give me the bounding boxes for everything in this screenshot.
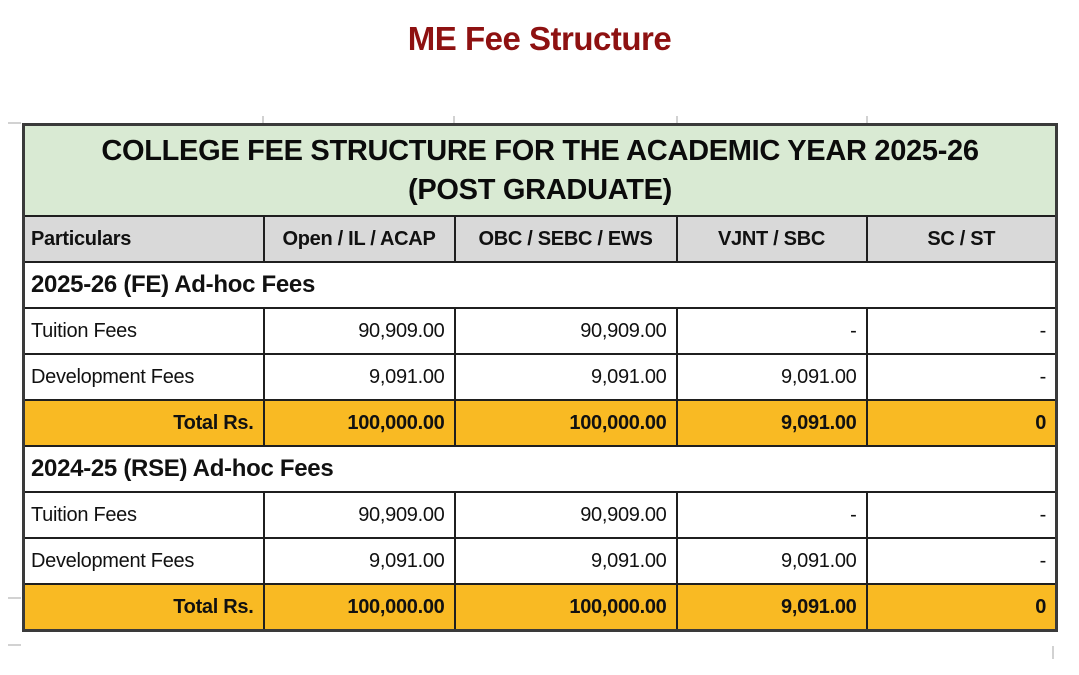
gridline-stub xyxy=(8,122,21,124)
gridline-stub xyxy=(8,644,21,646)
row-label: Tuition Fees xyxy=(22,307,265,355)
gridline-stub xyxy=(1052,646,1054,659)
column-header-sc-st: SC / ST xyxy=(865,215,1058,263)
table-row: Tuition Fees 90,909.00 90,909.00 - - xyxy=(22,491,1058,539)
fee-cell: 90,909.00 xyxy=(453,491,678,539)
row-label: Development Fees xyxy=(22,537,265,585)
gridline-stub xyxy=(453,116,455,123)
total-cell: 100,000.00 xyxy=(453,399,678,447)
section-heading-row: 2024-25 (RSE) Ad-hoc Fees xyxy=(22,445,1058,493)
total-label: Total Rs. xyxy=(22,583,265,632)
fee-cell: - xyxy=(865,353,1058,401)
total-cell: 100,000.00 xyxy=(262,583,456,632)
table-banner-row: COLLEGE FEE STRUCTURE FOR THE ACADEMIC Y… xyxy=(22,123,1058,217)
total-cell: 9,091.00 xyxy=(675,399,868,447)
column-header-particulars: Particulars xyxy=(22,215,265,263)
fee-cell: - xyxy=(865,491,1058,539)
total-cell: 0 xyxy=(865,583,1058,632)
gridline-stub xyxy=(8,597,21,599)
fee-cell: - xyxy=(675,491,868,539)
gridline-stub xyxy=(866,116,868,123)
fee-structure-table: COLLEGE FEE STRUCTURE FOR THE ACADEMIC Y… xyxy=(22,123,1059,632)
table-banner: COLLEGE FEE STRUCTURE FOR THE ACADEMIC Y… xyxy=(22,123,1058,217)
column-header-vjnt-sbc: VJNT / SBC xyxy=(675,215,868,263)
page-title: ME Fee Structure xyxy=(407,20,672,57)
table-row: Development Fees 9,091.00 9,091.00 9,091… xyxy=(22,537,1058,585)
section-heading: 2024-25 (RSE) Ad-hoc Fees xyxy=(22,445,1058,493)
fee-cell: 9,091.00 xyxy=(262,537,456,585)
section-heading-row: 2025-26 (FE) Ad-hoc Fees xyxy=(22,261,1058,309)
total-row: Total Rs. 100,000.00 100,000.00 9,091.00… xyxy=(22,583,1058,632)
total-cell: 100,000.00 xyxy=(453,583,678,632)
gridline-stub xyxy=(676,116,678,123)
section-heading: 2025-26 (FE) Ad-hoc Fees xyxy=(22,261,1058,309)
row-label: Development Fees xyxy=(22,353,265,401)
row-label: Tuition Fees xyxy=(22,491,265,539)
table-row: Development Fees 9,091.00 9,091.00 9,091… xyxy=(22,353,1058,401)
gridline-stub xyxy=(262,116,264,123)
fee-cell: 9,091.00 xyxy=(262,353,456,401)
total-cell: 0 xyxy=(865,399,1058,447)
column-header-row: Particulars Open / IL / ACAP OBC / SEBC … xyxy=(22,215,1058,263)
column-header-obc-sebc-ews: OBC / SEBC / EWS xyxy=(453,215,678,263)
fee-cell: 9,091.00 xyxy=(453,537,678,585)
fee-cell: - xyxy=(865,537,1058,585)
banner-line-1: COLLEGE FEE STRUCTURE FOR THE ACADEMIC Y… xyxy=(101,134,979,167)
fee-cell: 90,909.00 xyxy=(262,307,456,355)
fee-cell: - xyxy=(675,307,868,355)
total-label: Total Rs. xyxy=(22,399,265,447)
fee-cell: 90,909.00 xyxy=(453,307,678,355)
column-header-open-il-acap: Open / IL / ACAP xyxy=(262,215,456,263)
total-cell: 9,091.00 xyxy=(675,583,868,632)
fee-cell: 90,909.00 xyxy=(262,491,456,539)
total-row: Total Rs. 100,000.00 100,000.00 9,091.00… xyxy=(22,399,1058,447)
fee-cell: 9,091.00 xyxy=(675,537,868,585)
fee-cell: 9,091.00 xyxy=(453,353,678,401)
fee-cell: - xyxy=(865,307,1058,355)
table-row: Tuition Fees 90,909.00 90,909.00 - - xyxy=(22,307,1058,355)
banner-line-2: (POST GRADUATE) xyxy=(408,173,673,206)
fee-cell: 9,091.00 xyxy=(675,353,868,401)
total-cell: 100,000.00 xyxy=(262,399,456,447)
